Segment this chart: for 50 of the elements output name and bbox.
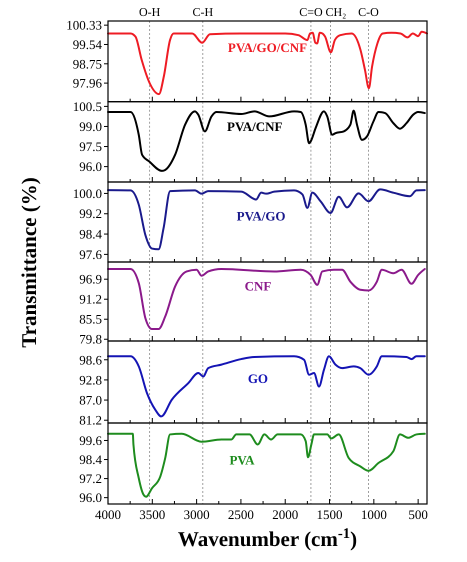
x-tick-label: 2000 xyxy=(272,507,298,522)
y-tick-label: 98.4 xyxy=(79,452,102,468)
ref-line-label: O-H xyxy=(138,5,161,19)
x-tick-label: 3000 xyxy=(184,507,210,522)
ref-line-label: C-H xyxy=(192,5,214,19)
x-tick-label: 500 xyxy=(408,507,428,522)
line-series xyxy=(107,355,426,418)
y-tick-label: 79.8 xyxy=(79,332,102,347)
x-axis-title: Wavenumber (cm$^{-1}$) xyxy=(178,526,358,551)
y-tick-label: 97.96 xyxy=(72,76,102,91)
line-series xyxy=(107,432,426,498)
y-tick-label: 98.75 xyxy=(72,56,102,72)
series-label: PVA xyxy=(229,452,256,468)
y-tick-label: 96.0 xyxy=(79,490,102,506)
series-label: PVA/GO/CNF xyxy=(228,40,308,55)
series-label: PVA/CNF xyxy=(227,118,282,134)
x-tick-label: 4000 xyxy=(95,507,121,522)
y-tick-label: 96.0 xyxy=(79,159,102,174)
series-label: PVA/GO xyxy=(236,208,286,224)
y-tick-label: 98.4 xyxy=(79,226,102,242)
y-axis-title: Transmittance (%) xyxy=(17,177,41,348)
y-tick-label: 92.8 xyxy=(79,372,102,388)
y-tick-label: 98.6 xyxy=(79,352,102,368)
y-tick-label: 100.33 xyxy=(66,18,102,33)
line-series xyxy=(107,268,426,330)
series-label: GO xyxy=(248,370,268,386)
y-tick-label: 100.5 xyxy=(72,98,102,114)
y-tick-label: 97.5 xyxy=(79,139,102,154)
x-tick-label: 1500 xyxy=(316,507,343,522)
y-tick-label: 91.2 xyxy=(79,292,102,307)
y-tick-label: 96.9 xyxy=(79,272,102,287)
y-tick-label: 99.6 xyxy=(79,432,102,448)
y-tick-label: 99.0 xyxy=(79,118,102,134)
line-series xyxy=(107,188,426,250)
ref-line-label: C=O xyxy=(299,5,323,19)
y-tick-label: 99.54 xyxy=(72,36,102,52)
ref-line-label: C-O xyxy=(358,5,380,19)
ref-line-label: CH₂ xyxy=(325,5,346,19)
y-tick-label: 99.2 xyxy=(79,206,102,222)
series-label: CNF xyxy=(244,278,272,294)
y-tick-label: 85.5 xyxy=(79,312,102,327)
y-tick-label: 81.2 xyxy=(79,412,102,428)
y-tick-label: 97.2 xyxy=(79,471,102,486)
line-series xyxy=(107,30,428,96)
x-tick-label: 3500 xyxy=(139,507,166,522)
y-tick-label: 100.0 xyxy=(72,186,102,201)
y-tick-label: 87.0 xyxy=(79,392,102,408)
x-tick-label: 2500 xyxy=(228,507,254,522)
x-tick-label: 1000 xyxy=(360,507,387,522)
y-tick-label: 97.6 xyxy=(79,246,102,262)
